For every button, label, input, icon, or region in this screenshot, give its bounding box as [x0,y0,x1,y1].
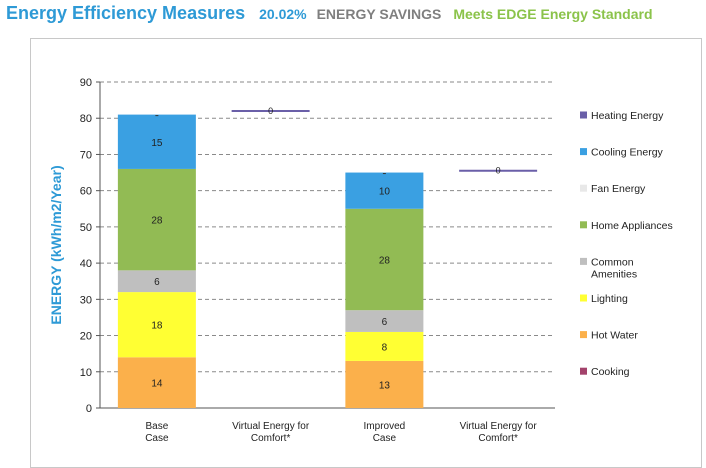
legend-label: Lighting [591,293,628,305]
virtual-energy-label: 0 [268,106,273,116]
x-tick-label: Comfort* [478,433,518,444]
data-label: 18 [151,321,163,332]
y-tick-label: 50 [80,222,92,234]
bar-segment [345,172,424,209]
legend-swatch [580,294,587,302]
savings-percent: 20.02% [259,6,307,22]
bar-segment [117,292,196,358]
y-axis-title: ENERGY (kWh/m2/Year) [48,165,64,324]
y-tick-label: 60 [80,186,92,198]
legend-swatch [580,221,587,229]
legend-label: Home Appliances [591,220,673,232]
y-tick-label: 10 [80,367,92,379]
x-tick-label: Virtual Energy for [460,421,538,432]
x-tick-label: Case [145,433,169,444]
data-label: 10 [379,187,391,198]
data-label: 28 [151,216,163,227]
legend-swatch [580,331,587,339]
legend-swatch [580,367,587,375]
legend-swatch [580,148,587,156]
bar-segment [345,360,424,408]
bar-segment [117,114,196,169]
bar-segment [345,208,424,311]
bar-segment [345,331,424,361]
y-tick-label: 80 [80,113,92,125]
y-tick-label: 70 [80,149,92,161]
data-label: 14 [151,379,163,390]
bar-segment [117,357,196,408]
y-tick-label: 0 [86,403,92,415]
data-label: 28 [379,255,391,266]
bar-segment [117,270,196,293]
bar-segment [117,168,196,271]
legend-swatch [580,184,587,192]
data-label: 13 [379,380,391,391]
y-tick-label: 40 [80,258,92,270]
x-tick-label: Virtual Energy for [232,421,310,432]
x-tick-label: Improved [364,421,406,432]
y-tick-label: 20 [80,331,92,343]
data-label: 8 [382,342,388,353]
y-tick-label: 90 [80,77,92,89]
legend-label: Heating Energy [591,110,664,122]
legend-swatch [580,111,587,119]
standard-label: Meets EDGE Energy Standard [453,6,653,22]
savings-label: ENERGY SAVINGS [316,6,442,22]
page-title: Energy Efficiency Measures [6,3,246,23]
legend-label: Cooling Energy [591,147,664,159]
x-tick-label: Base [145,421,168,432]
data-label: 6 [154,277,160,288]
data-label: 6 [382,317,388,328]
data-label: 15 [151,138,163,149]
y-tick-label: 30 [80,294,92,306]
x-tick-label: Comfort* [251,433,291,444]
legend-swatch [580,257,587,265]
virtual-energy-label: 0 [496,166,501,176]
bar-segment [345,310,424,332]
legend-label: Cooking [591,366,630,378]
legend-label: Fan Energy [591,183,646,195]
header: Energy Efficiency Measures 20.02% ENERGY… [6,3,653,25]
legend-label: Amenities [591,268,637,280]
legend-label: Hot Water [591,330,638,342]
legend-label: Common [591,256,634,268]
x-tick-label: Case [373,433,397,444]
